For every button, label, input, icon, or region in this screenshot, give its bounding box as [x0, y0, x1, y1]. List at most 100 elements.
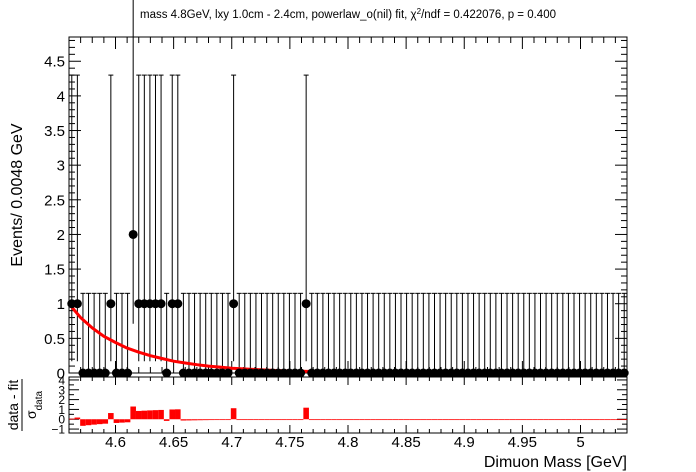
residual-bar	[186, 419, 192, 421]
residual-bar	[554, 419, 561, 421]
main-plot-frame	[68, 36, 628, 374]
residual-bar	[370, 419, 376, 421]
data-point	[156, 299, 166, 309]
residual-y-tick-label: 4	[58, 373, 65, 387]
y-tick-label: 2	[57, 227, 65, 244]
residual-bar	[258, 419, 265, 421]
residual-bar	[532, 419, 538, 421]
residual-bar	[426, 419, 432, 421]
residual-bar	[80, 419, 86, 426]
residual-bar	[297, 419, 304, 421]
residual-bar	[560, 419, 566, 421]
residual-bar	[526, 419, 533, 421]
data-point	[100, 368, 110, 378]
residual-bar	[582, 419, 588, 421]
y-tick-label: 4.5	[44, 54, 65, 71]
residual-bar	[269, 419, 276, 421]
residual-y-tick-label: 2	[58, 393, 65, 407]
residual-bar	[437, 419, 443, 421]
residual-bar	[74, 417, 81, 420]
residual-label-denominator: σdata	[23, 391, 45, 420]
residual-bar	[336, 419, 343, 421]
residual-bar	[141, 410, 148, 420]
residual-bar	[459, 419, 466, 421]
residual-bar	[353, 419, 360, 421]
chart-title-rest: /ndf = 0.422076, p = 0.400	[421, 9, 556, 21]
data-point	[162, 368, 172, 378]
data-point	[619, 368, 629, 378]
residual-bar	[320, 419, 326, 421]
residual-bar	[230, 408, 237, 420]
residual-bar	[548, 419, 555, 421]
y-tick-label: 2.5	[44, 192, 65, 209]
residual-bar	[214, 419, 220, 421]
residual-bar	[331, 419, 337, 421]
residual-label-sigma: σ	[23, 410, 39, 419]
residual-bar	[202, 419, 209, 421]
residual-plot-frame	[68, 376, 628, 434]
residual-bar	[454, 419, 460, 421]
residual-bar	[565, 419, 572, 421]
residual-bar	[414, 419, 421, 421]
residual-bar	[275, 419, 282, 421]
residual-bar	[208, 419, 215, 421]
residual-bar	[314, 419, 321, 421]
residual-bar	[448, 419, 455, 421]
residual-bar	[69, 418, 75, 420]
error-bars	[69, 0, 627, 374]
residual-bar	[158, 409, 164, 420]
y-tick-label: 0	[57, 366, 65, 383]
residual-bar	[325, 419, 332, 421]
x-tick-label: 4.75	[275, 434, 304, 451]
residual-bar	[264, 419, 270, 421]
residual-bar	[476, 419, 482, 421]
residual-bar	[152, 410, 159, 420]
residual-bar	[303, 407, 309, 420]
residual-bar	[375, 419, 382, 421]
chart-title-superscript: 2	[417, 7, 422, 16]
residual-bar	[604, 419, 611, 421]
x-axis-label: Dimuon Mass [GeV]	[484, 454, 627, 471]
residual-y-axis-label: data - fit σdata	[5, 379, 45, 431]
y-tick-labels: 0 0.5 1 1.5 2 2.5 3 3.5 4 4.5	[44, 54, 65, 383]
residual-bar	[515, 419, 521, 421]
y-tick-label: 0.5	[44, 331, 65, 348]
chart-title-main: mass 4.8GeV, lxy 1.0cm - 2.4cm, powerlaw…	[140, 9, 417, 21]
residual-bar	[219, 419, 226, 421]
residual-bar	[113, 419, 120, 423]
residual-bar	[308, 419, 315, 421]
residual-bar	[91, 419, 97, 425]
y-tick-label: 3	[57, 158, 65, 175]
residual-bar	[108, 413, 114, 420]
residual-bar	[85, 419, 92, 426]
residual-bar	[504, 419, 510, 421]
x-tick-label: 4.95	[508, 434, 537, 451]
y-tick-label: 1.5	[44, 262, 65, 279]
residual-bar	[180, 419, 187, 421]
data-point	[72, 299, 82, 309]
y-tick-label: 1	[57, 296, 65, 313]
x-tick-label: 5	[576, 434, 584, 451]
residual-bar	[124, 419, 131, 423]
residual-bar	[147, 410, 153, 420]
data-point	[229, 299, 239, 309]
residual-bar	[621, 419, 627, 421]
residual-bar	[364, 419, 371, 421]
residual-bar	[470, 419, 477, 421]
residual-bar	[493, 419, 499, 421]
residual-bar	[509, 419, 516, 421]
residual-bar	[135, 410, 142, 420]
residual-label-subscript: data	[34, 391, 45, 411]
residual-bar	[381, 419, 388, 421]
residual-bar	[169, 409, 176, 420]
residual-bar	[197, 419, 203, 421]
y-tick-label: 3.5	[44, 123, 65, 140]
residual-bar	[599, 419, 605, 421]
data-point	[296, 368, 306, 378]
residual-bar	[286, 419, 293, 421]
residual-bar	[253, 419, 259, 421]
residual-bar	[387, 419, 393, 421]
residual-bar	[163, 419, 170, 421]
